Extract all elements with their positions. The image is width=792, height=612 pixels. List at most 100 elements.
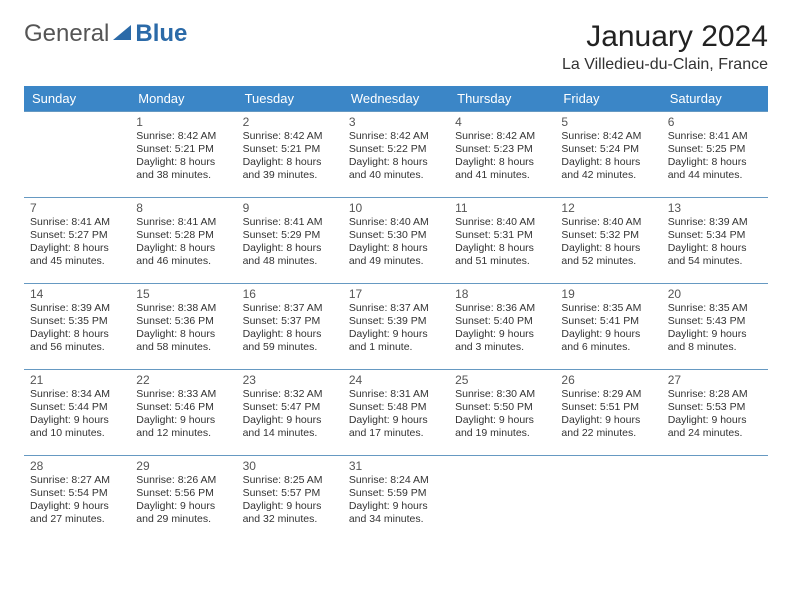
calendar-cell: 21Sunrise: 8:34 AMSunset: 5:44 PMDayligh…: [24, 370, 130, 456]
logo-text-blue: Blue: [135, 20, 187, 48]
daylight-line: Daylight: 8 hours and 58 minutes.: [136, 328, 230, 354]
calendar-cell: 22Sunrise: 8:33 AMSunset: 5:46 PMDayligh…: [130, 370, 236, 456]
daylight-line: Daylight: 9 hours and 29 minutes.: [136, 500, 230, 526]
day-info: Sunrise: 8:42 AMSunset: 5:22 PMDaylight:…: [349, 130, 443, 183]
sunrise-line: Sunrise: 8:24 AM: [349, 474, 443, 487]
daylight-line: Daylight: 9 hours and 8 minutes.: [668, 328, 762, 354]
calendar-cell-empty: [449, 456, 555, 542]
daylight-line: Daylight: 8 hours and 38 minutes.: [136, 156, 230, 182]
calendar-row: 7Sunrise: 8:41 AMSunset: 5:27 PMDaylight…: [24, 198, 768, 284]
sunrise-line: Sunrise: 8:34 AM: [30, 388, 124, 401]
day-number: 9: [243, 201, 337, 215]
logo: General Blue: [24, 20, 187, 48]
sunrise-line: Sunrise: 8:39 AM: [668, 216, 762, 229]
calendar-cell-empty: [555, 456, 661, 542]
day-info: Sunrise: 8:42 AMSunset: 5:24 PMDaylight:…: [561, 130, 655, 183]
daylight-line: Daylight: 8 hours and 45 minutes.: [30, 242, 124, 268]
calendar-row: 14Sunrise: 8:39 AMSunset: 5:35 PMDayligh…: [24, 284, 768, 370]
calendar-cell: 11Sunrise: 8:40 AMSunset: 5:31 PMDayligh…: [449, 198, 555, 284]
sunrise-line: Sunrise: 8:35 AM: [561, 302, 655, 315]
sunset-line: Sunset: 5:39 PM: [349, 315, 443, 328]
calendar-cell: 17Sunrise: 8:37 AMSunset: 5:39 PMDayligh…: [343, 284, 449, 370]
day-number: 24: [349, 373, 443, 387]
calendar-table: SundayMondayTuesdayWednesdayThursdayFrid…: [24, 86, 768, 542]
sunrise-line: Sunrise: 8:28 AM: [668, 388, 762, 401]
calendar-cell: 2Sunrise: 8:42 AMSunset: 5:21 PMDaylight…: [237, 112, 343, 198]
day-info: Sunrise: 8:42 AMSunset: 5:23 PMDaylight:…: [455, 130, 549, 183]
sunset-line: Sunset: 5:34 PM: [668, 229, 762, 242]
daylight-line: Daylight: 9 hours and 32 minutes.: [243, 500, 337, 526]
calendar-cell: 5Sunrise: 8:42 AMSunset: 5:24 PMDaylight…: [555, 112, 661, 198]
sunset-line: Sunset: 5:35 PM: [30, 315, 124, 328]
daylight-line: Daylight: 8 hours and 44 minutes.: [668, 156, 762, 182]
day-number: 28: [30, 459, 124, 473]
sunrise-line: Sunrise: 8:36 AM: [455, 302, 549, 315]
calendar-body: 1Sunrise: 8:42 AMSunset: 5:21 PMDaylight…: [24, 112, 768, 542]
calendar-cell: 27Sunrise: 8:28 AMSunset: 5:53 PMDayligh…: [662, 370, 768, 456]
calendar-row: 28Sunrise: 8:27 AMSunset: 5:54 PMDayligh…: [24, 456, 768, 542]
day-info: Sunrise: 8:41 AMSunset: 5:25 PMDaylight:…: [668, 130, 762, 183]
day-number: 18: [455, 287, 549, 301]
day-info: Sunrise: 8:28 AMSunset: 5:53 PMDaylight:…: [668, 388, 762, 441]
day-info: Sunrise: 8:39 AMSunset: 5:35 PMDaylight:…: [30, 302, 124, 355]
day-info: Sunrise: 8:41 AMSunset: 5:27 PMDaylight:…: [30, 216, 124, 269]
daylight-line: Daylight: 9 hours and 12 minutes.: [136, 414, 230, 440]
day-info: Sunrise: 8:29 AMSunset: 5:51 PMDaylight:…: [561, 388, 655, 441]
day-info: Sunrise: 8:33 AMSunset: 5:46 PMDaylight:…: [136, 388, 230, 441]
calendar-cell: 15Sunrise: 8:38 AMSunset: 5:36 PMDayligh…: [130, 284, 236, 370]
calendar-cell: 12Sunrise: 8:40 AMSunset: 5:32 PMDayligh…: [555, 198, 661, 284]
daylight-line: Daylight: 8 hours and 39 minutes.: [243, 156, 337, 182]
sunrise-line: Sunrise: 8:37 AM: [349, 302, 443, 315]
sunset-line: Sunset: 5:30 PM: [349, 229, 443, 242]
day-number: 26: [561, 373, 655, 387]
sunset-line: Sunset: 5:29 PM: [243, 229, 337, 242]
day-info: Sunrise: 8:41 AMSunset: 5:29 PMDaylight:…: [243, 216, 337, 269]
sunset-line: Sunset: 5:57 PM: [243, 487, 337, 500]
calendar-cell-empty: [24, 112, 130, 198]
calendar-cell: 19Sunrise: 8:35 AMSunset: 5:41 PMDayligh…: [555, 284, 661, 370]
day-info: Sunrise: 8:42 AMSunset: 5:21 PMDaylight:…: [136, 130, 230, 183]
calendar-cell: 13Sunrise: 8:39 AMSunset: 5:34 PMDayligh…: [662, 198, 768, 284]
sunrise-line: Sunrise: 8:41 AM: [243, 216, 337, 229]
daylight-line: Daylight: 8 hours and 49 minutes.: [349, 242, 443, 268]
day-info: Sunrise: 8:25 AMSunset: 5:57 PMDaylight:…: [243, 474, 337, 527]
calendar-cell: 14Sunrise: 8:39 AMSunset: 5:35 PMDayligh…: [24, 284, 130, 370]
sunset-line: Sunset: 5:48 PM: [349, 401, 443, 414]
sunset-line: Sunset: 5:54 PM: [30, 487, 124, 500]
sunset-line: Sunset: 5:21 PM: [136, 143, 230, 156]
calendar-cell: 4Sunrise: 8:42 AMSunset: 5:23 PMDaylight…: [449, 112, 555, 198]
day-number: 15: [136, 287, 230, 301]
day-number: 11: [455, 201, 549, 215]
day-number: 16: [243, 287, 337, 301]
calendar-cell: 3Sunrise: 8:42 AMSunset: 5:22 PMDaylight…: [343, 112, 449, 198]
calendar-cell: 29Sunrise: 8:26 AMSunset: 5:56 PMDayligh…: [130, 456, 236, 542]
sunset-line: Sunset: 5:28 PM: [136, 229, 230, 242]
day-info: Sunrise: 8:26 AMSunset: 5:56 PMDaylight:…: [136, 474, 230, 527]
calendar-cell: 28Sunrise: 8:27 AMSunset: 5:54 PMDayligh…: [24, 456, 130, 542]
page-title: January 2024: [562, 20, 768, 54]
sunset-line: Sunset: 5:40 PM: [455, 315, 549, 328]
weekday-header: Thursday: [449, 86, 555, 112]
sunset-line: Sunset: 5:59 PM: [349, 487, 443, 500]
day-info: Sunrise: 8:32 AMSunset: 5:47 PMDaylight:…: [243, 388, 337, 441]
day-number: 10: [349, 201, 443, 215]
daylight-line: Daylight: 9 hours and 6 minutes.: [561, 328, 655, 354]
day-number: 2: [243, 115, 337, 129]
calendar-cell: 7Sunrise: 8:41 AMSunset: 5:27 PMDaylight…: [24, 198, 130, 284]
day-info: Sunrise: 8:38 AMSunset: 5:36 PMDaylight:…: [136, 302, 230, 355]
daylight-line: Daylight: 8 hours and 42 minutes.: [561, 156, 655, 182]
day-info: Sunrise: 8:39 AMSunset: 5:34 PMDaylight:…: [668, 216, 762, 269]
sunset-line: Sunset: 5:24 PM: [561, 143, 655, 156]
sunset-line: Sunset: 5:56 PM: [136, 487, 230, 500]
day-number: 29: [136, 459, 230, 473]
calendar-cell: 18Sunrise: 8:36 AMSunset: 5:40 PMDayligh…: [449, 284, 555, 370]
sunrise-line: Sunrise: 8:42 AM: [136, 130, 230, 143]
title-block: January 2024 La Villedieu-du-Clain, Fran…: [562, 20, 768, 74]
day-number: 21: [30, 373, 124, 387]
day-info: Sunrise: 8:31 AMSunset: 5:48 PMDaylight:…: [349, 388, 443, 441]
sunrise-line: Sunrise: 8:41 AM: [30, 216, 124, 229]
weekday-header: Saturday: [662, 86, 768, 112]
sunset-line: Sunset: 5:21 PM: [243, 143, 337, 156]
sunrise-line: Sunrise: 8:42 AM: [455, 130, 549, 143]
sunrise-line: Sunrise: 8:38 AM: [136, 302, 230, 315]
